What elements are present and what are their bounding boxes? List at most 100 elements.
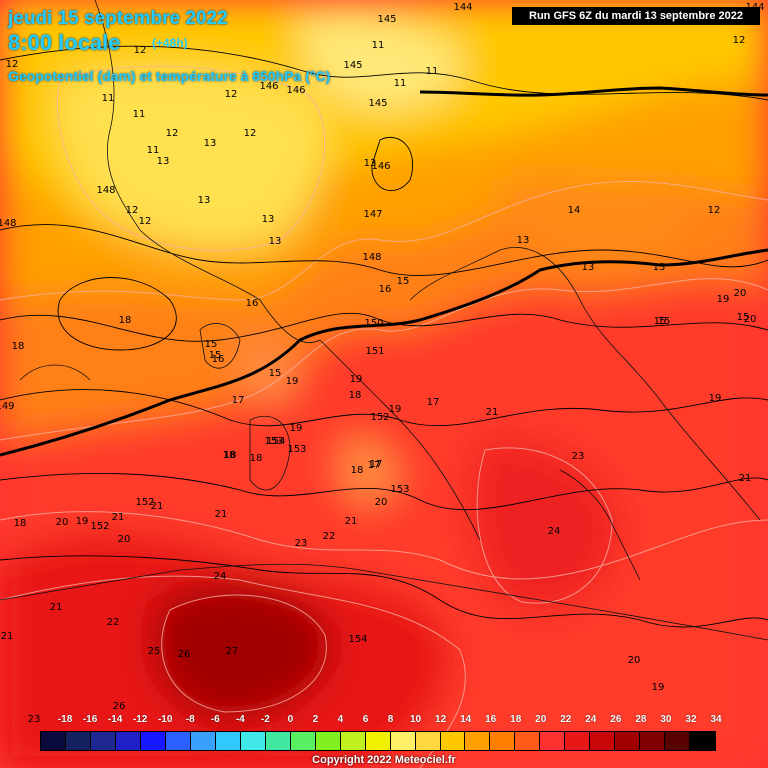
temperature-value-label: 13 <box>157 156 170 167</box>
geopotential-value-label: 153 <box>287 444 306 455</box>
scale-tick-label: -12 <box>132 714 148 725</box>
scale-swatch <box>440 732 466 750</box>
temperature-value-label: 17 <box>368 460 381 471</box>
scale-tick-label: -14 <box>107 714 123 725</box>
temperature-value-label: 20 <box>734 288 747 299</box>
scale-tick-label: 2 <box>312 714 319 725</box>
scale-tick-label: 10 <box>409 714 422 725</box>
temperature-value-label: 20 <box>375 497 388 508</box>
scale-swatch <box>315 732 341 750</box>
scale-swatch <box>365 732 391 750</box>
temperature-value-label: 13 <box>582 262 595 273</box>
temperature-value-label: 18 <box>223 450 236 461</box>
geopotential-value-label: 146 <box>259 81 278 92</box>
temperature-value-label: 23 <box>295 538 308 549</box>
temperature-value-label: 20 <box>118 534 131 545</box>
temperature-value-label: 24 <box>548 526 561 537</box>
temperature-value-label: 16 <box>212 354 225 365</box>
temperature-value-label: 17 <box>370 459 383 470</box>
temperature-value-label: 12 <box>139 216 152 227</box>
geopotential-labels: 1451461451451461481461471481481501511521… <box>0 2 765 645</box>
scale-swatch <box>690 732 716 750</box>
temperature-value-label: 13 <box>269 236 282 247</box>
temperature-value-label: 21 <box>739 473 752 484</box>
temperature-value-label: 13 <box>198 195 211 206</box>
forecast-date: jeudi 15 septembre 2022 <box>8 8 228 29</box>
temperature-value-label: 19 <box>717 294 730 305</box>
scale-swatch <box>490 732 516 750</box>
scale-tick-label: 28 <box>635 714 647 725</box>
temperature-value-label: 20 <box>744 314 757 325</box>
temperature-value-label: 15 <box>269 368 282 379</box>
scale-tick-label: -18 <box>57 714 73 725</box>
model-run-label: Run GFS 6Z du mardi 13 septembre 2022 <box>512 7 760 25</box>
geopotential-value-label: 154 <box>266 436 285 447</box>
temperature-value-label: 16 <box>379 284 392 295</box>
scale-tick-label: -6 <box>210 714 220 725</box>
temperature-value-label: 12 <box>733 35 746 46</box>
scale-tick-label: -4 <box>235 714 245 725</box>
geopotential-value-label: 144 <box>453 2 472 13</box>
temperature-value-label: 20 <box>628 655 641 666</box>
temperature-value-label: 21 <box>50 602 63 613</box>
scale-tick-label: -2 <box>260 714 270 725</box>
temperature-value-label: 18 <box>224 450 237 461</box>
scale-swatch <box>265 732 291 750</box>
temperature-value-label: 15 <box>654 316 667 327</box>
temperature-value-label: 23 <box>28 714 41 725</box>
geopotential-value-label: 151 <box>365 346 384 357</box>
temperature-value-label: 15 <box>205 339 218 350</box>
temperature-value-label: 13 <box>517 235 530 246</box>
scale-swatch <box>41 732 66 750</box>
temperature-value-label: 11 <box>426 66 439 77</box>
temperature-value-label: 19 <box>389 404 402 415</box>
temperature-value-label: 13 <box>262 214 275 225</box>
scale-swatch <box>65 732 91 750</box>
scale-tick-label: 32 <box>685 714 697 725</box>
temperature-value-label: 13 <box>204 138 217 149</box>
scale-tick-label: 18 <box>510 714 522 725</box>
scale-swatch <box>640 732 666 750</box>
temperature-value-label: 18 <box>12 341 25 352</box>
temperature-value-label: 22 <box>323 531 336 542</box>
temperature-value-label: 13 <box>653 262 666 273</box>
temperature-value-label: 17 <box>232 395 245 406</box>
temperature-value-label: 21 <box>215 509 228 520</box>
scale-tick-label: 20 <box>535 714 547 725</box>
coastlines <box>0 0 768 641</box>
temperature-value-label: 21 <box>151 501 164 512</box>
scale-tick-label: -8 <box>185 714 195 725</box>
geopotential-value-label: 147 <box>363 209 382 220</box>
geopotential-value-label: 152 <box>370 412 389 423</box>
temperature-value-label: 18 <box>14 518 27 529</box>
scale-tick-label: 34 <box>710 714 722 725</box>
geopotential-value-label: 153 <box>264 436 283 447</box>
temperature-value-label: 22 <box>107 617 120 628</box>
scale-tick-label: 16 <box>485 714 497 725</box>
temperature-value-label: 15 <box>209 350 222 361</box>
scale-swatch <box>90 732 116 750</box>
temperature-value-label: 19 <box>290 423 303 434</box>
temperature-value-label: 21 <box>112 512 125 523</box>
scale-tick-label: 24 <box>585 714 597 725</box>
scale-tick-label: 30 <box>660 714 672 725</box>
scale-swatch <box>565 732 591 750</box>
temperature-value-label: 15 <box>658 316 671 327</box>
thick-front-line <box>0 86 768 457</box>
temperature-value-label: 12 <box>166 128 179 139</box>
forecast-time: 8:00 locale <box>8 30 121 55</box>
temperature-value-label: 12 <box>134 45 147 56</box>
geopotential-value-label: 150 <box>364 318 383 329</box>
temperature-value-label: 14 <box>568 205 581 216</box>
scale-swatch <box>165 732 191 750</box>
forecast-lead-time: (+48h) <box>152 36 188 50</box>
scale-swatch <box>140 732 166 750</box>
temperature-value-label: 16 <box>246 298 259 309</box>
scale-swatch <box>115 732 141 750</box>
temperature-value-label: 11 <box>133 109 146 120</box>
scale-tick-label: 14 <box>460 714 472 725</box>
temperature-value-label: 13 <box>364 158 377 169</box>
geopotential-value-label: 152 <box>90 521 109 532</box>
scale-tick-label: 22 <box>560 714 572 725</box>
